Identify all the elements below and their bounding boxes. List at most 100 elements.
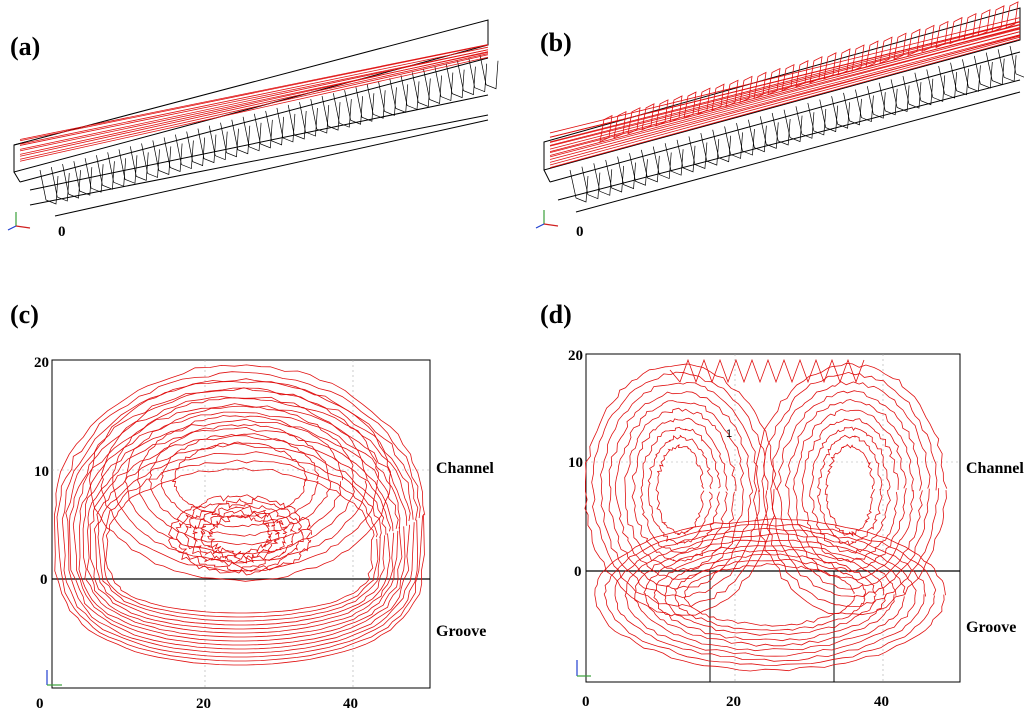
streamline bbox=[893, 32, 907, 60]
groove-rung bbox=[129, 146, 149, 181]
axis-triad-icon bbox=[7, 212, 31, 231]
streamline bbox=[792, 408, 907, 573]
streamline bbox=[549, 36, 1021, 166]
contour-label: 1 bbox=[726, 428, 732, 440]
streamline bbox=[784, 399, 914, 581]
groove-label: Groove bbox=[966, 619, 1016, 636]
x-tick-label: 0 bbox=[36, 696, 44, 712]
streamline bbox=[603, 523, 937, 666]
streamline bbox=[549, 21, 1021, 138]
streamline bbox=[683, 91, 697, 119]
streamline bbox=[647, 434, 713, 545]
streamline bbox=[669, 358, 865, 384]
y-tick-label: 0 bbox=[574, 564, 582, 580]
streamline bbox=[183, 502, 297, 569]
groove-rung bbox=[208, 125, 228, 161]
groove-mesh-rungs bbox=[39, 54, 499, 205]
groove-rung bbox=[434, 66, 454, 102]
streamline bbox=[549, 28, 1021, 153]
streamline bbox=[725, 79, 739, 107]
groove-rung bbox=[938, 65, 957, 99]
streamline bbox=[549, 21, 1021, 143]
streamline bbox=[200, 509, 281, 560]
x-tick-label: 20 bbox=[726, 694, 741, 710]
axis-zero-label-b: 0 bbox=[576, 224, 584, 240]
groove-rung bbox=[479, 54, 499, 90]
channel-label: Channel bbox=[966, 460, 1024, 477]
streamline bbox=[137, 415, 343, 546]
streamline bbox=[19, 44, 489, 140]
streamline bbox=[817, 434, 883, 546]
groove-rung bbox=[569, 169, 589, 203]
streamline bbox=[100, 387, 380, 572]
x-tick-label: 40 bbox=[874, 694, 889, 710]
streamline bbox=[761, 371, 940, 608]
y-tick-label: 0 bbox=[40, 572, 48, 588]
streamline bbox=[191, 505, 288, 565]
streamline bbox=[823, 52, 837, 80]
streamline bbox=[770, 381, 931, 598]
streamline bbox=[19, 46, 489, 145]
streamline bbox=[594, 518, 946, 672]
groove-rung bbox=[186, 131, 206, 167]
groove-rung bbox=[62, 164, 81, 199]
groove-rung bbox=[50, 166, 70, 202]
groove-rung bbox=[411, 72, 431, 107]
panel-b-3d-view: 0 bbox=[535, 1, 1024, 240]
groove-rung bbox=[831, 96, 850, 129]
streamline bbox=[795, 60, 809, 88]
streamline bbox=[68, 396, 411, 650]
streamline bbox=[865, 40, 879, 68]
streamline bbox=[148, 424, 332, 537]
groove-rung bbox=[332, 93, 352, 128]
streamline bbox=[112, 397, 368, 564]
streamline bbox=[655, 444, 705, 535]
streamline bbox=[56, 371, 423, 662]
streamline bbox=[584, 363, 777, 617]
groove-rung bbox=[220, 122, 239, 158]
groove-rung bbox=[914, 72, 934, 106]
streamline bbox=[72, 403, 408, 646]
groove-rung bbox=[389, 78, 409, 113]
streamline bbox=[549, 23, 1021, 143]
streamline bbox=[673, 558, 867, 631]
streamline bbox=[627, 107, 641, 135]
streamline bbox=[93, 442, 387, 626]
groove-rung bbox=[141, 143, 160, 178]
groove-rung bbox=[902, 76, 922, 109]
streamline bbox=[653, 549, 887, 642]
streamline bbox=[921, 24, 935, 53]
groove-rung bbox=[287, 104, 307, 140]
streamlines bbox=[549, 1, 1021, 169]
streamline bbox=[753, 362, 948, 616]
streamline bbox=[19, 49, 489, 146]
streamline bbox=[549, 34, 1021, 158]
streamline bbox=[655, 99, 669, 127]
axis-triad-icon bbox=[576, 660, 591, 677]
streamline bbox=[124, 405, 355, 555]
groove-rung bbox=[423, 69, 442, 105]
streamline bbox=[963, 12, 977, 41]
groove-rung bbox=[445, 63, 465, 99]
streamline bbox=[664, 553, 877, 636]
streamline bbox=[19, 53, 489, 157]
streamline bbox=[643, 545, 897, 647]
groove-rung bbox=[378, 81, 397, 116]
streamline bbox=[753, 71, 767, 100]
channel-label: Channel bbox=[436, 460, 494, 477]
groove-rung bbox=[152, 140, 172, 175]
streamline bbox=[977, 9, 991, 37]
streamline bbox=[991, 5, 1005, 33]
streamline bbox=[879, 36, 893, 64]
groove-rung bbox=[866, 86, 886, 119]
streamline bbox=[207, 514, 273, 557]
groove-rung bbox=[265, 110, 284, 146]
streamline bbox=[600, 382, 760, 598]
streamline bbox=[82, 418, 399, 638]
streamline bbox=[711, 83, 725, 111]
streamline bbox=[549, 24, 1021, 146]
streamline bbox=[549, 34, 1021, 163]
streamline bbox=[614, 528, 927, 662]
groove-rung bbox=[344, 90, 363, 125]
streamlines bbox=[19, 44, 489, 162]
